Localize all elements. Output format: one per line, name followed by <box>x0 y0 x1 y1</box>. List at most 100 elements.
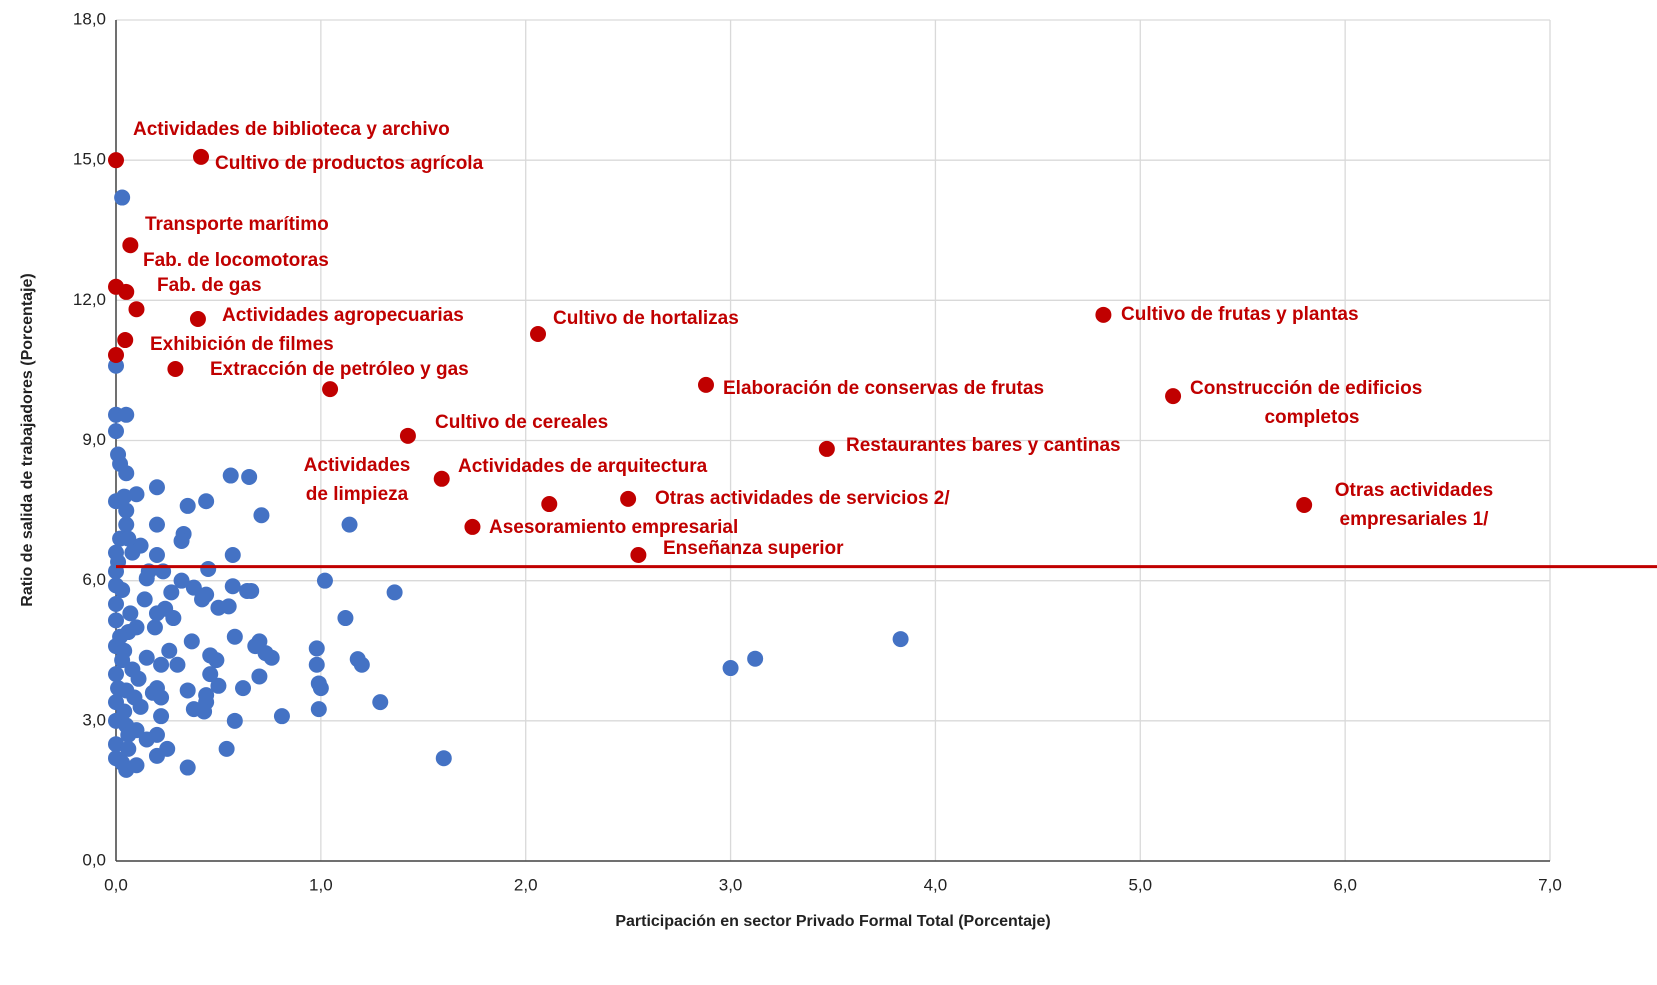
point <box>435 750 452 767</box>
point <box>120 726 137 743</box>
point <box>146 619 163 636</box>
point <box>114 652 131 669</box>
point-label: Cultivo de cereales <box>435 412 608 433</box>
point <box>235 680 252 697</box>
point-label: Exhibición de filmes <box>150 334 334 355</box>
y-tick-label: 12,0 <box>73 290 106 309</box>
point <box>337 610 354 627</box>
point <box>183 633 200 650</box>
point <box>122 237 139 254</box>
point <box>118 502 135 519</box>
point <box>138 731 155 748</box>
x-tick-label: 5,0 <box>1128 875 1152 894</box>
point <box>153 708 170 725</box>
point <box>130 670 147 687</box>
point <box>173 572 190 589</box>
y-tick-label: 18,0 <box>73 9 106 28</box>
point <box>148 479 165 496</box>
point <box>224 578 241 595</box>
point <box>148 605 165 622</box>
point <box>224 546 241 563</box>
point <box>169 656 186 673</box>
point-label: Extracción de petróleo y gas <box>210 359 469 380</box>
point <box>163 584 180 601</box>
point <box>251 668 268 685</box>
point <box>218 740 235 757</box>
x-tick-label: 6,0 <box>1333 875 1357 894</box>
point <box>118 283 135 300</box>
point <box>253 507 270 524</box>
point <box>161 642 178 659</box>
point-label: de limpieza <box>306 484 409 505</box>
point <box>202 666 219 683</box>
point <box>747 650 764 667</box>
point <box>117 332 134 349</box>
point <box>138 649 155 666</box>
y-tick-label: 3,0 <box>82 710 106 729</box>
point-label: Cultivo de hortalizas <box>553 308 739 329</box>
point <box>138 570 155 587</box>
point <box>1165 388 1182 405</box>
point <box>697 376 714 393</box>
point-label: Cultivo de frutas y plantas <box>1121 304 1359 325</box>
point <box>189 311 206 328</box>
point <box>118 406 135 423</box>
point <box>222 467 239 484</box>
y-tick-label: 0,0 <box>82 850 106 869</box>
point <box>399 427 416 444</box>
x-tick-label: 2,0 <box>514 875 538 894</box>
point <box>196 703 213 720</box>
point <box>193 148 210 165</box>
point <box>108 577 124 594</box>
point <box>167 361 184 378</box>
point-label: Elaboración de conservas de frutas <box>723 378 1044 399</box>
point <box>136 591 153 608</box>
point <box>892 631 909 648</box>
x-tick-label: 3,0 <box>719 875 743 894</box>
point <box>165 610 182 627</box>
x-tick-label: 1,0 <box>309 875 333 894</box>
point-label: Fab. de locomotoras <box>143 250 329 271</box>
point <box>148 747 165 764</box>
point <box>372 694 389 711</box>
point <box>722 660 739 677</box>
point-label: Fab. de gas <box>157 275 262 296</box>
point <box>433 470 450 487</box>
point <box>173 532 190 549</box>
point <box>210 677 227 694</box>
point <box>308 656 325 673</box>
point <box>308 640 325 657</box>
point <box>241 468 258 485</box>
y-tick-label: 15,0 <box>73 150 106 169</box>
point <box>386 584 403 601</box>
point <box>118 516 135 533</box>
point-label: Asesoramiento empresarial <box>489 517 738 538</box>
point <box>120 530 137 547</box>
point <box>208 652 225 669</box>
point <box>116 488 133 505</box>
point-label: Actividades de biblioteca y archivo <box>133 119 450 140</box>
point <box>341 516 358 533</box>
point <box>185 579 202 596</box>
point <box>128 486 145 503</box>
point-label: Actividades de arquitectura <box>458 456 708 477</box>
point <box>108 152 124 169</box>
point-label: Construcción de edificios <box>1190 378 1422 399</box>
point <box>126 689 143 706</box>
point <box>128 301 145 318</box>
point-label: completos <box>1264 407 1359 428</box>
point <box>620 490 637 507</box>
point <box>148 546 165 563</box>
point <box>322 381 339 398</box>
point-label: Actividades agropecuarias <box>222 305 464 326</box>
point <box>198 493 215 510</box>
point <box>273 708 290 725</box>
point <box>124 544 141 561</box>
x-tick-label: 4,0 <box>924 875 948 894</box>
point <box>179 759 196 776</box>
point <box>114 189 131 206</box>
point <box>316 572 333 589</box>
point <box>226 712 243 729</box>
point <box>148 516 165 533</box>
